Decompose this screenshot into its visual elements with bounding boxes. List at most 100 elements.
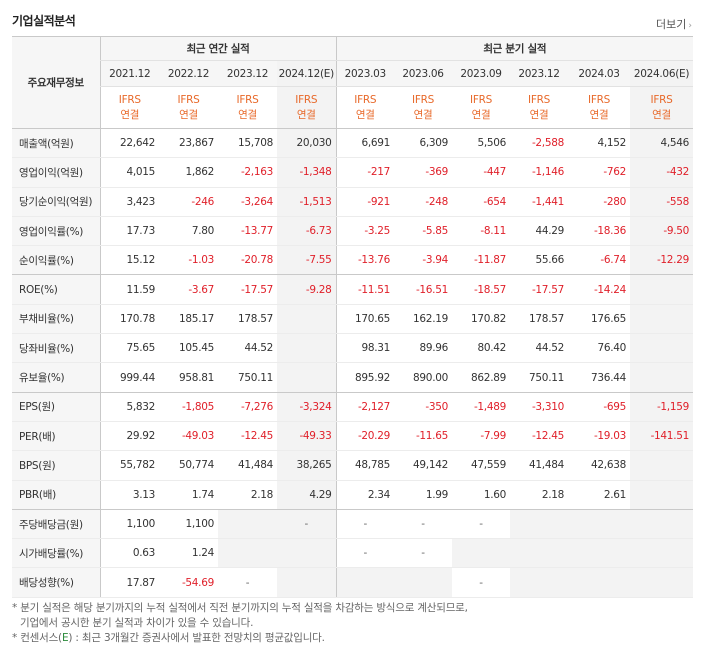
ifrs-label: IFRS bbox=[118, 93, 141, 106]
table-cell bbox=[630, 480, 693, 510]
ifrs-label: IFRS bbox=[470, 93, 492, 106]
table-cell: -1,159 bbox=[630, 392, 693, 422]
table-cell: 178.57 bbox=[218, 304, 277, 335]
table-cell: 4,546 bbox=[630, 128, 693, 159]
footnotes: * 분기 실적은 해당 분기까지의 누적 실적에서 직전 분기까지의 누적 실적… bbox=[12, 601, 468, 646]
table-row: 시가배당률(%) 0.63 1.24 - - bbox=[12, 538, 693, 569]
table-cell: -13.76 bbox=[335, 245, 394, 276]
table-cell: 1,100 bbox=[99, 509, 159, 540]
table-cell: - bbox=[394, 538, 452, 569]
row-label: 매출액(억원) bbox=[12, 128, 100, 159]
table-cell: -762 bbox=[568, 157, 630, 188]
table-row: 부채비율(%) 170.78 185.17 178.57 170.65 162.19 170… bbox=[12, 304, 693, 335]
ifrs-label: IFRS bbox=[295, 93, 318, 106]
section-title: 기업실적분석 bbox=[12, 14, 76, 28]
period-header: 2023.06 bbox=[394, 60, 452, 87]
table-cell: -246 bbox=[159, 187, 218, 217]
table-cell: 999.44 bbox=[99, 362, 159, 393]
row-label-header: 주요재무정보 bbox=[12, 36, 100, 129]
table-cell: -9.28 bbox=[277, 274, 336, 305]
table-cell: -654 bbox=[452, 187, 510, 217]
table-cell: 98.31 bbox=[335, 333, 394, 364]
table-cell: -280 bbox=[568, 187, 630, 217]
ifrs-label: IFRS bbox=[650, 93, 673, 106]
table-cell: 41,484 bbox=[510, 450, 568, 481]
table-cell: -3,324 bbox=[277, 392, 336, 422]
table-row: ROE(%) 11.59 -3.67 -17.57 -9.28 -11.51 -16.51-… bbox=[12, 274, 693, 305]
table-cell: -6.74 bbox=[568, 245, 630, 276]
table-cell: -8.11 bbox=[452, 216, 510, 247]
table-cell bbox=[510, 538, 568, 569]
table-cell: 89.96 bbox=[394, 333, 452, 364]
table-cell bbox=[630, 567, 693, 598]
table-cell: -3.25 bbox=[335, 216, 394, 247]
table-cell: -3,264 bbox=[218, 187, 277, 217]
table-cell: 41,484 bbox=[218, 450, 277, 481]
table-cell: -54.69 bbox=[159, 567, 218, 598]
table-cell bbox=[510, 567, 568, 598]
table-cell: -3.94 bbox=[394, 245, 452, 276]
row-label: 유보율(%) bbox=[12, 362, 100, 393]
row-label: ROE(%) bbox=[12, 274, 100, 305]
footnote-3-prefix: * 컨센서스( bbox=[12, 632, 62, 644]
table-cell bbox=[630, 450, 693, 481]
table-cell: -1,805 bbox=[159, 392, 218, 422]
table-cell: 5,832 bbox=[99, 392, 159, 422]
table-cell: -2,163 bbox=[218, 157, 277, 188]
table-cell: -248 bbox=[394, 187, 452, 217]
consolidated-label: 연결 bbox=[413, 108, 433, 121]
row-label: 당기순이익(억원) bbox=[12, 187, 100, 217]
table-cell: - bbox=[218, 567, 277, 598]
table-cell: -432 bbox=[630, 157, 693, 188]
table-cell: 1,862 bbox=[159, 157, 218, 188]
row-label: PBR(배) bbox=[12, 480, 100, 510]
consolidated-label: 연결 bbox=[355, 108, 375, 121]
consolidated-label: 연결 bbox=[652, 108, 671, 121]
ifrs-header: IFRS 연결 bbox=[452, 86, 510, 129]
table-cell: 1.74 bbox=[159, 480, 218, 510]
consolidated-label: 연결 bbox=[120, 108, 140, 121]
table-cell: -447 bbox=[452, 157, 510, 188]
table-cell bbox=[630, 274, 693, 305]
table-cell: 1.24 bbox=[159, 538, 218, 569]
consolidated-label: 연결 bbox=[471, 108, 491, 121]
footnote-1: * 분기 실적은 해당 분기까지의 누적 실적에서 직전 분기까지의 누적 실적… bbox=[12, 602, 468, 614]
table-cell bbox=[277, 362, 336, 393]
table-cell: -49.03 bbox=[159, 421, 218, 452]
table-cell: -18.57 bbox=[452, 274, 510, 305]
table-cell: 2.34 bbox=[335, 480, 394, 510]
table-row: 순이익률(%) 15.12 -1.03 -20.78 -7.55 -13.76 -3.94-… bbox=[12, 245, 693, 276]
table-cell: -20.78 bbox=[218, 245, 277, 276]
table-cell: 48,785 bbox=[335, 450, 394, 481]
table-cell: 4,152 bbox=[568, 128, 630, 159]
ifrs-label: IFRS bbox=[177, 93, 200, 106]
table-cell: - bbox=[277, 509, 336, 540]
ifrs-header: IFRS 연결 bbox=[159, 86, 218, 129]
table-cell: 29.92 bbox=[99, 421, 159, 452]
table-cell: 105.45 bbox=[159, 333, 218, 364]
table-row: 매출액(억원) 22,642 23,867 15,708 20,030 6,691 6,30… bbox=[12, 128, 693, 159]
table-cell: 11.59 bbox=[99, 274, 159, 305]
table-cell: -14.24 bbox=[568, 274, 630, 305]
table-cell: -7,276 bbox=[218, 392, 277, 422]
more-link[interactable]: 더보기 › bbox=[656, 16, 692, 32]
row-label: BPS(원) bbox=[12, 450, 100, 481]
ifrs-label: IFRS bbox=[588, 93, 610, 106]
table-cell: -369 bbox=[394, 157, 452, 188]
table-row: 당기순이익(억원) 3,423 -246 -3,264 -1,513 -921 -248 -6… bbox=[12, 187, 693, 217]
table-cell: -20.29 bbox=[335, 421, 394, 452]
ifrs-header: IFRS 연결 bbox=[218, 86, 277, 129]
table-cell: 44.52 bbox=[218, 333, 277, 364]
table-cell: 76.40 bbox=[568, 333, 630, 364]
table-cell: -5.85 bbox=[394, 216, 452, 247]
table-cell: -921 bbox=[335, 187, 394, 217]
ifrs-header: IFRS 연결 bbox=[335, 86, 394, 129]
table-cell: 80.42 bbox=[452, 333, 510, 364]
ifrs-label: IFRS bbox=[528, 93, 550, 106]
ifrs-header: IFRS 연결 bbox=[394, 86, 452, 129]
table-cell: -350 bbox=[394, 392, 452, 422]
table-cell: - bbox=[335, 509, 394, 540]
table-row: 영업이익(억원) 4,015 1,862 -2,163 -1,348 -217 -369 -4… bbox=[12, 157, 693, 188]
table-cell: 3,423 bbox=[99, 187, 159, 217]
table-cell: 5,506 bbox=[452, 128, 510, 159]
